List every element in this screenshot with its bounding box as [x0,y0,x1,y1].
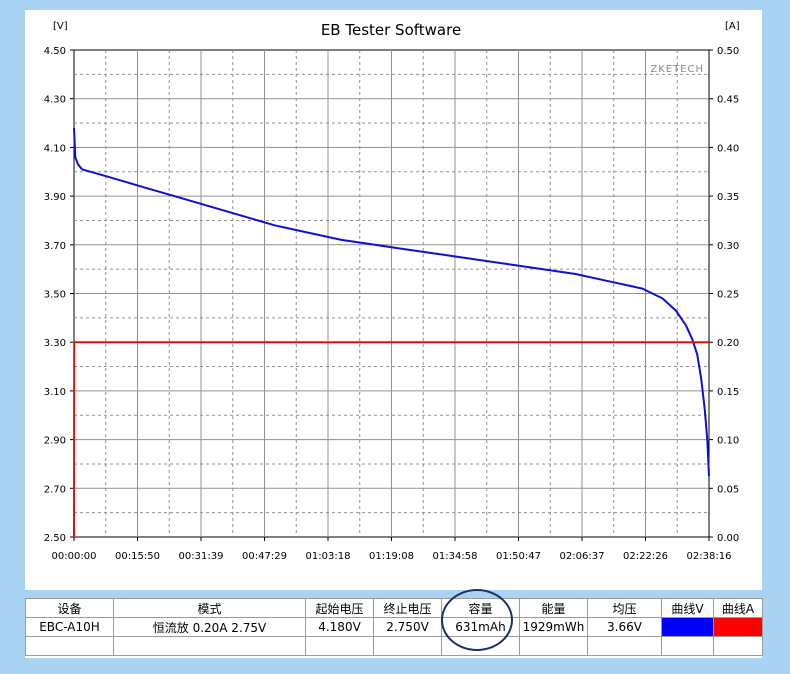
header-avg-voltage: 均压 [587,598,662,618]
current-tick-label: 0.10 [717,436,739,447]
current-tick-label: 0.15 [717,387,739,398]
curve-v-swatch[interactable] [662,618,713,636]
voltage-unit-label: [V] [53,21,68,32]
time-tick-label: 02:06:37 [560,551,605,562]
cell-curve-v-color[interactable] [661,617,714,637]
header-capacity: 容量 [441,598,520,618]
current-tick-label: 0.35 [717,192,739,203]
cell-device: EBC-A10H [25,617,114,637]
voltage-tick-label: 3.10 [44,387,66,398]
time-tick-label: 02:38:16 [687,551,732,562]
header-end-voltage: 终止电压 [373,598,442,618]
header-start-voltage: 起始电压 [305,598,374,618]
cell-curve-a-color[interactable] [713,617,763,637]
voltage-tick-label: 2.70 [44,484,66,495]
voltage-tick-label: 3.90 [44,192,66,203]
time-tick-label: 01:50:47 [496,551,541,562]
cell-mode: 恒流放 0.20A 2.75V [113,617,306,637]
chart-title: EB Tester Software [321,21,461,39]
header-curve-a: 曲线A [713,598,763,618]
time-tick-label: 00:00:00 [52,551,97,562]
table-empty-row [25,636,763,656]
voltage-tick-label: 4.30 [44,95,66,106]
time-tick-label: 01:34:58 [433,551,478,562]
results-table: 设备 模式 起始电压 终止电压 容量 能量 均压 曲线V 曲线A EBC-A10… [25,598,763,656]
current-tick-label: 0.25 [717,290,739,301]
voltage-tick-label: 4.10 [44,143,66,154]
voltage-tick-label: 3.70 [44,241,66,252]
time-tick-label: 00:15:50 [115,551,160,562]
cell-energy: 1929mWh [519,617,588,637]
voltage-current-chart: 2.50 2.70 2.90 3.10 3.30 3.50 3.70 3.90 4.10 4.30… [44,21,740,562]
current-tick-label: 0.00 [717,533,739,544]
voltage-tick-label: 2.90 [44,436,66,447]
time-tick-label: 00:31:39 [179,551,224,562]
current-unit-label: [A] [725,21,740,32]
current-tick-label: 0.45 [717,95,739,106]
current-tick-label: 0.30 [717,241,739,252]
voltage-tick-label: 3.50 [44,290,66,301]
current-tick-label: 0.40 [717,143,739,154]
voltage-tick-label: 3.30 [44,338,66,349]
cell-capacity: 631mAh [441,617,520,637]
curve-a-swatch[interactable] [714,618,762,636]
voltage-curve [73,127,710,477]
time-tick-label: 00:47:29 [242,551,287,562]
header-curve-v: 曲线V [661,598,714,618]
voltage-tick-label: 2.50 [44,533,66,544]
time-tick-label: 02:22:26 [623,551,668,562]
chart-panel: 2.50 2.70 2.90 3.10 3.30 3.50 3.70 3.90 4.10 4.30… [25,10,762,590]
current-tick-label: 0.50 [717,46,739,57]
header-mode: 模式 [113,598,306,618]
cell-start-voltage: 4.180V [305,617,374,637]
cell-end-voltage: 2.750V [373,617,442,637]
cell-avg-voltage: 3.66V [587,617,662,637]
watermark-label: ZKETECH [650,64,704,75]
header-device: 设备 [25,598,114,618]
current-tick-label: 0.20 [717,338,739,349]
voltage-tick-label: 4.50 [44,46,66,57]
results-table-area: 设备 模式 起始电压 终止电压 容量 能量 均压 曲线V 曲线A EBC-A10… [25,589,763,658]
table-row[interactable]: EBC-A10H 恒流放 0.20A 2.75V 4.180V 2.750V 6… [25,617,763,637]
time-tick-label: 01:03:18 [306,551,351,562]
current-curve [73,341,709,538]
current-tick-label: 0.05 [717,484,739,495]
header-energy: 能量 [519,598,588,618]
table-header-row: 设备 模式 起始电压 终止电压 容量 能量 均压 曲线V 曲线A [25,598,763,618]
time-tick-label: 01:19:08 [369,551,414,562]
